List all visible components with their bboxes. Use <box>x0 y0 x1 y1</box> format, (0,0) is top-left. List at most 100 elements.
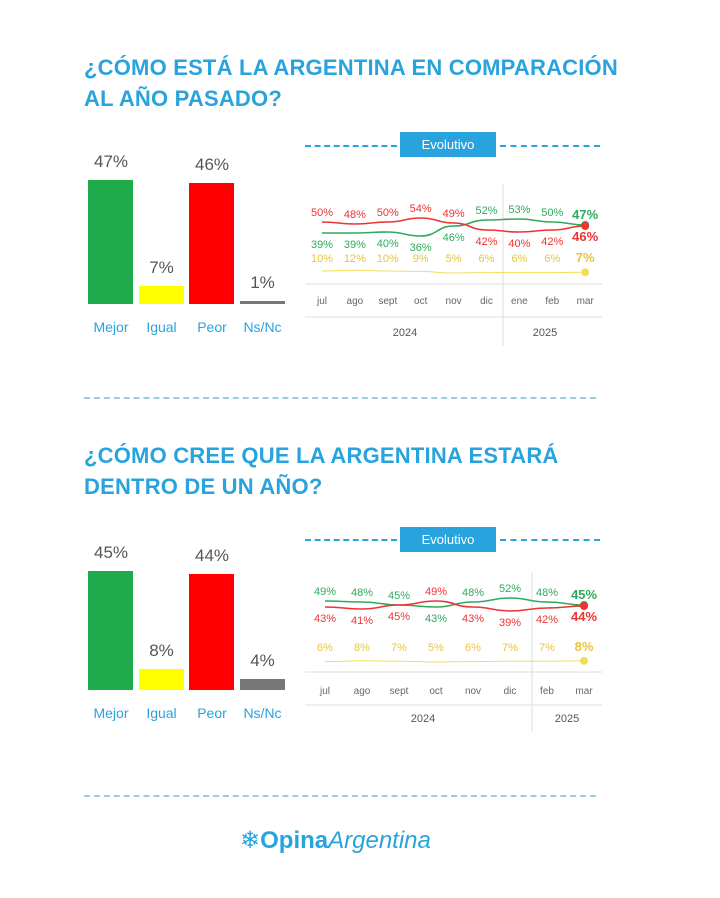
data-label-igual: 12% <box>344 253 366 265</box>
bar-value-label: 47% <box>93 151 129 171</box>
data-label-igual: 6% <box>465 642 481 654</box>
data-label-peor: 42% <box>475 236 497 248</box>
bar-igual <box>138 285 184 304</box>
bar-category-label: Igual <box>146 319 177 335</box>
bar-value-label: 7% <box>149 257 174 277</box>
dashed-rule <box>305 539 397 541</box>
month-tick-label: nov <box>446 296 462 307</box>
bar-category-label: Peor <box>197 705 227 721</box>
data-label-peor: 45% <box>388 611 410 623</box>
data-label-peor: 40% <box>508 238 530 250</box>
data-label-mejor: 39% <box>311 239 333 251</box>
data-label-igual: 5% <box>428 642 444 654</box>
bar-value-label: 4% <box>250 651 275 671</box>
series-line-mejor <box>322 218 586 237</box>
data-label-mejor: 48% <box>351 587 373 599</box>
data-label-mejor: 47% <box>572 207 598 222</box>
section-separator <box>84 397 596 399</box>
year-label: 2024 <box>411 713 435 725</box>
month-tick-label: dic <box>504 686 517 697</box>
bar-category-label: Mejor <box>93 705 129 721</box>
series-line-mejor <box>324 597 585 608</box>
data-label-mejor: 39% <box>344 239 366 251</box>
title-line: AL AÑO PASADO? <box>84 86 282 111</box>
data-label-igual: 9% <box>413 253 429 265</box>
bar-value-label: 45% <box>93 543 129 563</box>
month-tick-label: jul <box>316 296 327 307</box>
bar-category-label: Ns/Nc <box>243 705 282 721</box>
section-2-title: ¿CÓMO CREE QUE LA ARGENTINA ESTARÁ DENTR… <box>84 440 559 502</box>
data-label-igual: 7% <box>502 642 518 654</box>
dashed-rule <box>500 145 600 147</box>
data-label-igual: 6% <box>479 253 495 265</box>
month-tick-label: ene <box>511 296 528 307</box>
title-line: ¿CÓMO ESTÁ LA ARGENTINA EN COMPARACIÓN <box>84 55 618 80</box>
month-tick-label: nov <box>465 686 481 697</box>
data-label-peor: 44% <box>571 609 597 624</box>
evolutivo-banner: Evolutivo <box>400 132 496 157</box>
bar-nsnc <box>239 301 285 304</box>
series-line-igual <box>324 660 585 663</box>
series-end-marker-peor <box>581 222 590 230</box>
data-label-igual: 10% <box>311 253 333 265</box>
data-label-peor: 49% <box>443 208 465 220</box>
data-label-mejor: 53% <box>508 204 530 216</box>
bar-category-label: Peor <box>197 319 227 335</box>
data-label-mejor: 36% <box>410 242 432 254</box>
data-label-igual: 7% <box>391 642 407 654</box>
data-label-igual: 6% <box>317 642 333 654</box>
data-label-mejor: 45% <box>388 590 410 602</box>
month-tick-label: ago <box>354 686 371 697</box>
section-1-title: ¿CÓMO ESTÁ LA ARGENTINA EN COMPARACIÓN A… <box>84 52 618 114</box>
month-tick-label: mar <box>577 296 595 307</box>
data-label-mejor: 52% <box>475 205 497 217</box>
month-tick-label: dic <box>480 296 493 307</box>
bar-value-label: 44% <box>194 545 230 565</box>
data-label-igual: 5% <box>446 253 462 265</box>
bar-value-label: 8% <box>149 640 174 660</box>
bar-value-label: 46% <box>194 154 230 174</box>
logo-light: Argentina <box>328 827 431 854</box>
bar-mejor <box>88 179 133 304</box>
series-end-marker-peor <box>580 602 588 610</box>
month-tick-label: jul <box>319 686 330 697</box>
data-label-mejor: 48% <box>536 587 558 599</box>
data-label-mejor: 46% <box>443 232 465 244</box>
data-label-mejor: 43% <box>425 613 447 625</box>
data-label-mejor: 40% <box>377 238 399 250</box>
month-tick-label: sept <box>378 296 397 307</box>
title-line: DENTRO DE UN AÑO? <box>84 474 323 499</box>
data-label-peor: 50% <box>377 207 399 219</box>
bar-nsnc <box>239 679 285 690</box>
data-label-igual: 7% <box>576 250 595 265</box>
data-label-mejor: 48% <box>462 587 484 599</box>
data-label-peor: 43% <box>314 613 336 625</box>
data-label-igual: 10% <box>377 253 399 265</box>
month-tick-label: feb <box>540 686 554 697</box>
month-tick-label: feb <box>545 296 559 307</box>
year-label: 2025 <box>555 713 579 725</box>
month-tick-label: ago <box>347 296 364 307</box>
dashed-rule <box>500 539 600 541</box>
month-tick-label: mar <box>575 686 593 697</box>
bar-peor <box>189 182 234 304</box>
series-line-igual <box>321 269 586 274</box>
data-label-peor: 41% <box>351 615 373 627</box>
series-end-marker-igual <box>581 268 590 277</box>
bar-igual <box>138 668 184 690</box>
bar-value-label: 1% <box>250 273 275 293</box>
month-tick-label: oct <box>429 686 443 697</box>
bar-peor <box>189 573 234 690</box>
data-label-igual: 8% <box>575 639 594 654</box>
data-label-mejor: 45% <box>571 587 597 602</box>
data-label-peor: 46% <box>572 229 598 244</box>
year-label: 2024 <box>393 327 417 339</box>
data-label-mejor: 50% <box>541 207 563 219</box>
series-line-peor <box>321 217 586 233</box>
dashed-rule <box>305 145 397 147</box>
data-label-igual: 6% <box>511 253 527 265</box>
data-label-peor: 43% <box>462 613 484 625</box>
month-tick-label: oct <box>414 296 428 307</box>
bar-category-label: Mejor <box>93 319 129 335</box>
